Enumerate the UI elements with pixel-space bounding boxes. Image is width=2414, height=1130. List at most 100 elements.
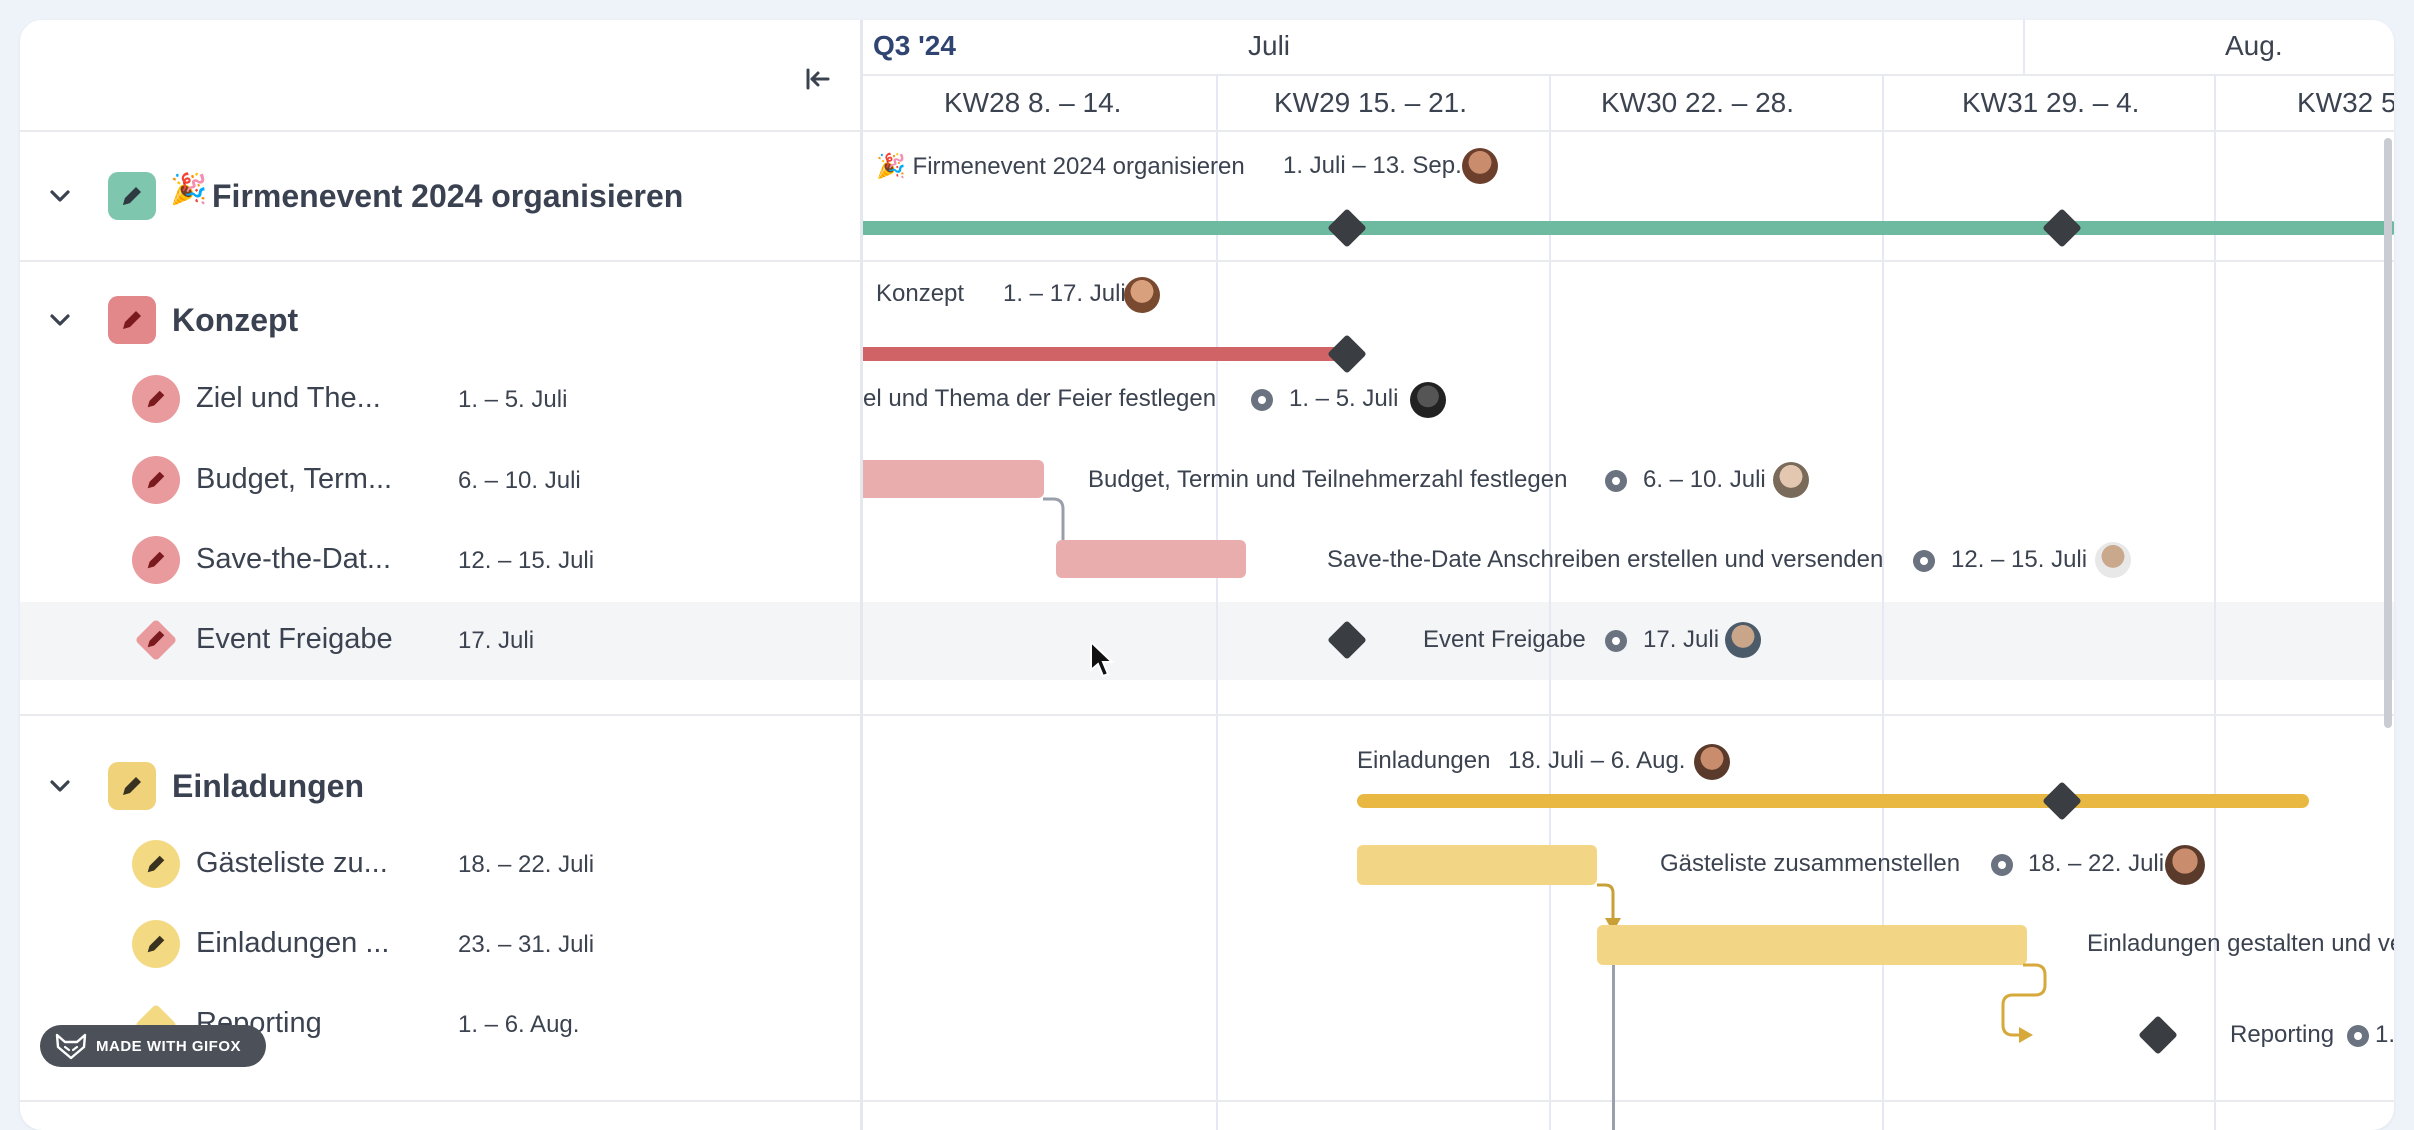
- panel-divider[interactable]: [860, 20, 863, 1130]
- gantt-label-ziel: el und Thema der Feier festlegen: [863, 385, 1217, 412]
- pencil-icon: [108, 296, 156, 344]
- month-divider: [2023, 20, 2025, 75]
- avatar[interactable]: [1410, 382, 1446, 418]
- gantt-label-einladungen-gestalten: Einladungen gestalten und ve: [2087, 930, 2394, 957]
- header-week-divider: [863, 74, 2394, 76]
- party-emoji-icon: 🎉: [170, 173, 208, 206]
- vertical-scrollbar[interactable]: [2384, 138, 2392, 728]
- milestone-diamond[interactable]: [1327, 334, 1367, 374]
- week-label: KW28 8. – 14.: [944, 87, 1122, 118]
- group-divider: [863, 260, 2394, 262]
- watermark-text: MADE WITH GIFOX: [96, 1037, 241, 1055]
- task-date-event-freigabe: 17. Juli: [458, 627, 535, 654]
- gantt-date-ziel: 1. – 5. Juli: [1289, 385, 1399, 412]
- group-divider: [20, 714, 860, 716]
- task-date-ziel: 1. – 5. Juli: [458, 386, 568, 413]
- gantt-date-gaesteliste: 18. – 22. Juli: [2028, 850, 2165, 877]
- pencil-icon: [132, 920, 180, 968]
- pencil-icon: [132, 456, 180, 504]
- week-gridline: [1216, 75, 1218, 1130]
- week-gridline: [2214, 75, 2216, 1130]
- week-label: KW31 29. – 4.: [1962, 87, 2140, 118]
- avatar[interactable]: [1694, 744, 1730, 780]
- gantt-date-einladungen: 18. Juli – 6. Aug.: [1508, 747, 1686, 774]
- week-gridline: [1882, 75, 1884, 1130]
- gantt-label-budget: Budget, Termin und Teilnehmerzahl festle…: [1088, 466, 1568, 493]
- group-bar-konzept[interactable]: [863, 347, 1347, 361]
- week-label: KW29 15. – 21.: [1274, 87, 1468, 118]
- gantt-date-save-the-date: 12. – 15. Juli: [1951, 546, 2088, 573]
- task-date-budget: 6. – 10. Juli: [458, 467, 581, 494]
- group-divider: [863, 714, 2394, 716]
- header-divider: [20, 130, 860, 132]
- task-date-einladungen-gestalten: 23. – 31. Juli: [458, 931, 595, 958]
- gantt-label-gaesteliste: Gästeliste zusammenstellen: [1660, 850, 1961, 877]
- avatar[interactable]: [2095, 542, 2131, 578]
- milestone-diamond[interactable]: [2042, 208, 2082, 248]
- task-bar-budget[interactable]: [863, 460, 1044, 498]
- gantt-label-reporting: Reporting: [2230, 1021, 2335, 1048]
- task-date-reporting: 1. – 6. Aug.: [458, 1011, 580, 1038]
- gantt-label-konzept: Konzept: [876, 280, 965, 307]
- status-icon: [1913, 550, 1935, 572]
- milestone-diamond[interactable]: [2042, 781, 2082, 821]
- group-title-einladungen[interactable]: Einladungen: [172, 768, 364, 804]
- pencil-icon: [144, 627, 168, 656]
- group-title-firmenevent[interactable]: Firmenevent 2024 organisieren: [212, 178, 684, 214]
- task-title-event-freigabe[interactable]: Event Freigabe: [196, 623, 393, 655]
- task-title-budget[interactable]: Budget, Term...: [196, 463, 393, 495]
- chevron-down-icon[interactable]: [46, 772, 74, 800]
- status-icon: [1251, 389, 1273, 411]
- gantt-label-save-the-date: Save-the-Date Anschreiben erstellen und …: [1327, 546, 1884, 573]
- task-bar-gaesteliste[interactable]: [1357, 845, 1597, 885]
- pencil-icon: [132, 840, 180, 888]
- task-list-panel: 🎉 Firmenevent 2024 organisieren Konzept …: [20, 20, 860, 1130]
- week-label: KW30 22. – 28.: [1601, 87, 1795, 118]
- milestone-diamond[interactable]: [1327, 208, 1367, 248]
- status-icon: [1605, 470, 1627, 492]
- chevron-down-icon[interactable]: [46, 306, 74, 334]
- group-divider: [863, 1100, 2394, 1102]
- gantt-label-event-freigabe: Event Freigabe: [1423, 626, 1586, 653]
- chevron-down-icon[interactable]: [46, 182, 74, 210]
- group-bar-firmenevent[interactable]: [863, 221, 2394, 235]
- status-icon: [2347, 1025, 2369, 1047]
- avatar[interactable]: [1124, 277, 1160, 313]
- avatar[interactable]: [1725, 622, 1761, 658]
- task-date-gaesteliste: 18. – 22. Juli: [458, 851, 595, 878]
- pencil-icon: [108, 172, 156, 220]
- task-title-gaesteliste[interactable]: Gästeliste zu...: [196, 847, 388, 879]
- row-highlight-event-freigabe: [20, 602, 2394, 680]
- collapse-panel-icon[interactable]: [802, 64, 832, 94]
- group-divider: [20, 1100, 860, 1102]
- group-divider: [20, 260, 860, 262]
- task-title-ziel[interactable]: Ziel und The...: [196, 382, 381, 414]
- mouse-cursor-icon: [1090, 640, 1115, 678]
- avatar[interactable]: [1773, 462, 1809, 498]
- group-bar-einladungen[interactable]: [1357, 794, 2309, 808]
- milestone-diamond[interactable]: [1327, 620, 1367, 660]
- status-icon: [1991, 854, 2013, 876]
- month-label-aug: Aug.: [2225, 30, 2283, 61]
- gantt-label-firmenevent: 🎉 Firmenevent 2024 organisieren: [876, 153, 1245, 180]
- group-title-konzept[interactable]: Konzept: [172, 302, 299, 338]
- month-label-juli: Juli: [1248, 30, 1291, 61]
- task-bar-einladungen-gestalten[interactable]: [1597, 925, 2027, 965]
- dependency-arrow: [2001, 963, 2047, 1043]
- pencil-icon: [132, 536, 180, 584]
- gantt-date-konzept: 1. – 17. Juli: [1003, 280, 1126, 307]
- milestone-diamond[interactable]: [2138, 1015, 2178, 1055]
- gifox-watermark: MADE WITH GIFOX: [40, 1025, 266, 1067]
- avatar[interactable]: [1462, 148, 1498, 184]
- quarter-label: Q3 '24: [873, 30, 956, 61]
- fox-logo-icon: [55, 1033, 87, 1060]
- task-title-einladungen-gestalten[interactable]: Einladungen ...: [196, 927, 390, 959]
- week-label: KW32 5.: [2297, 87, 2394, 118]
- avatar[interactable]: [2165, 845, 2205, 885]
- task-bar-save-the-date[interactable]: [1056, 540, 1246, 578]
- gantt-date-reporting: 1.: [2375, 1021, 2394, 1048]
- task-title-save-the-date[interactable]: Save-the-Dat...: [196, 543, 392, 575]
- dependency-line: [1612, 965, 1615, 1130]
- gantt-date-event-freigabe: 17. Juli: [1643, 626, 1720, 653]
- gantt-date-budget: 6. – 10. Juli: [1643, 466, 1766, 493]
